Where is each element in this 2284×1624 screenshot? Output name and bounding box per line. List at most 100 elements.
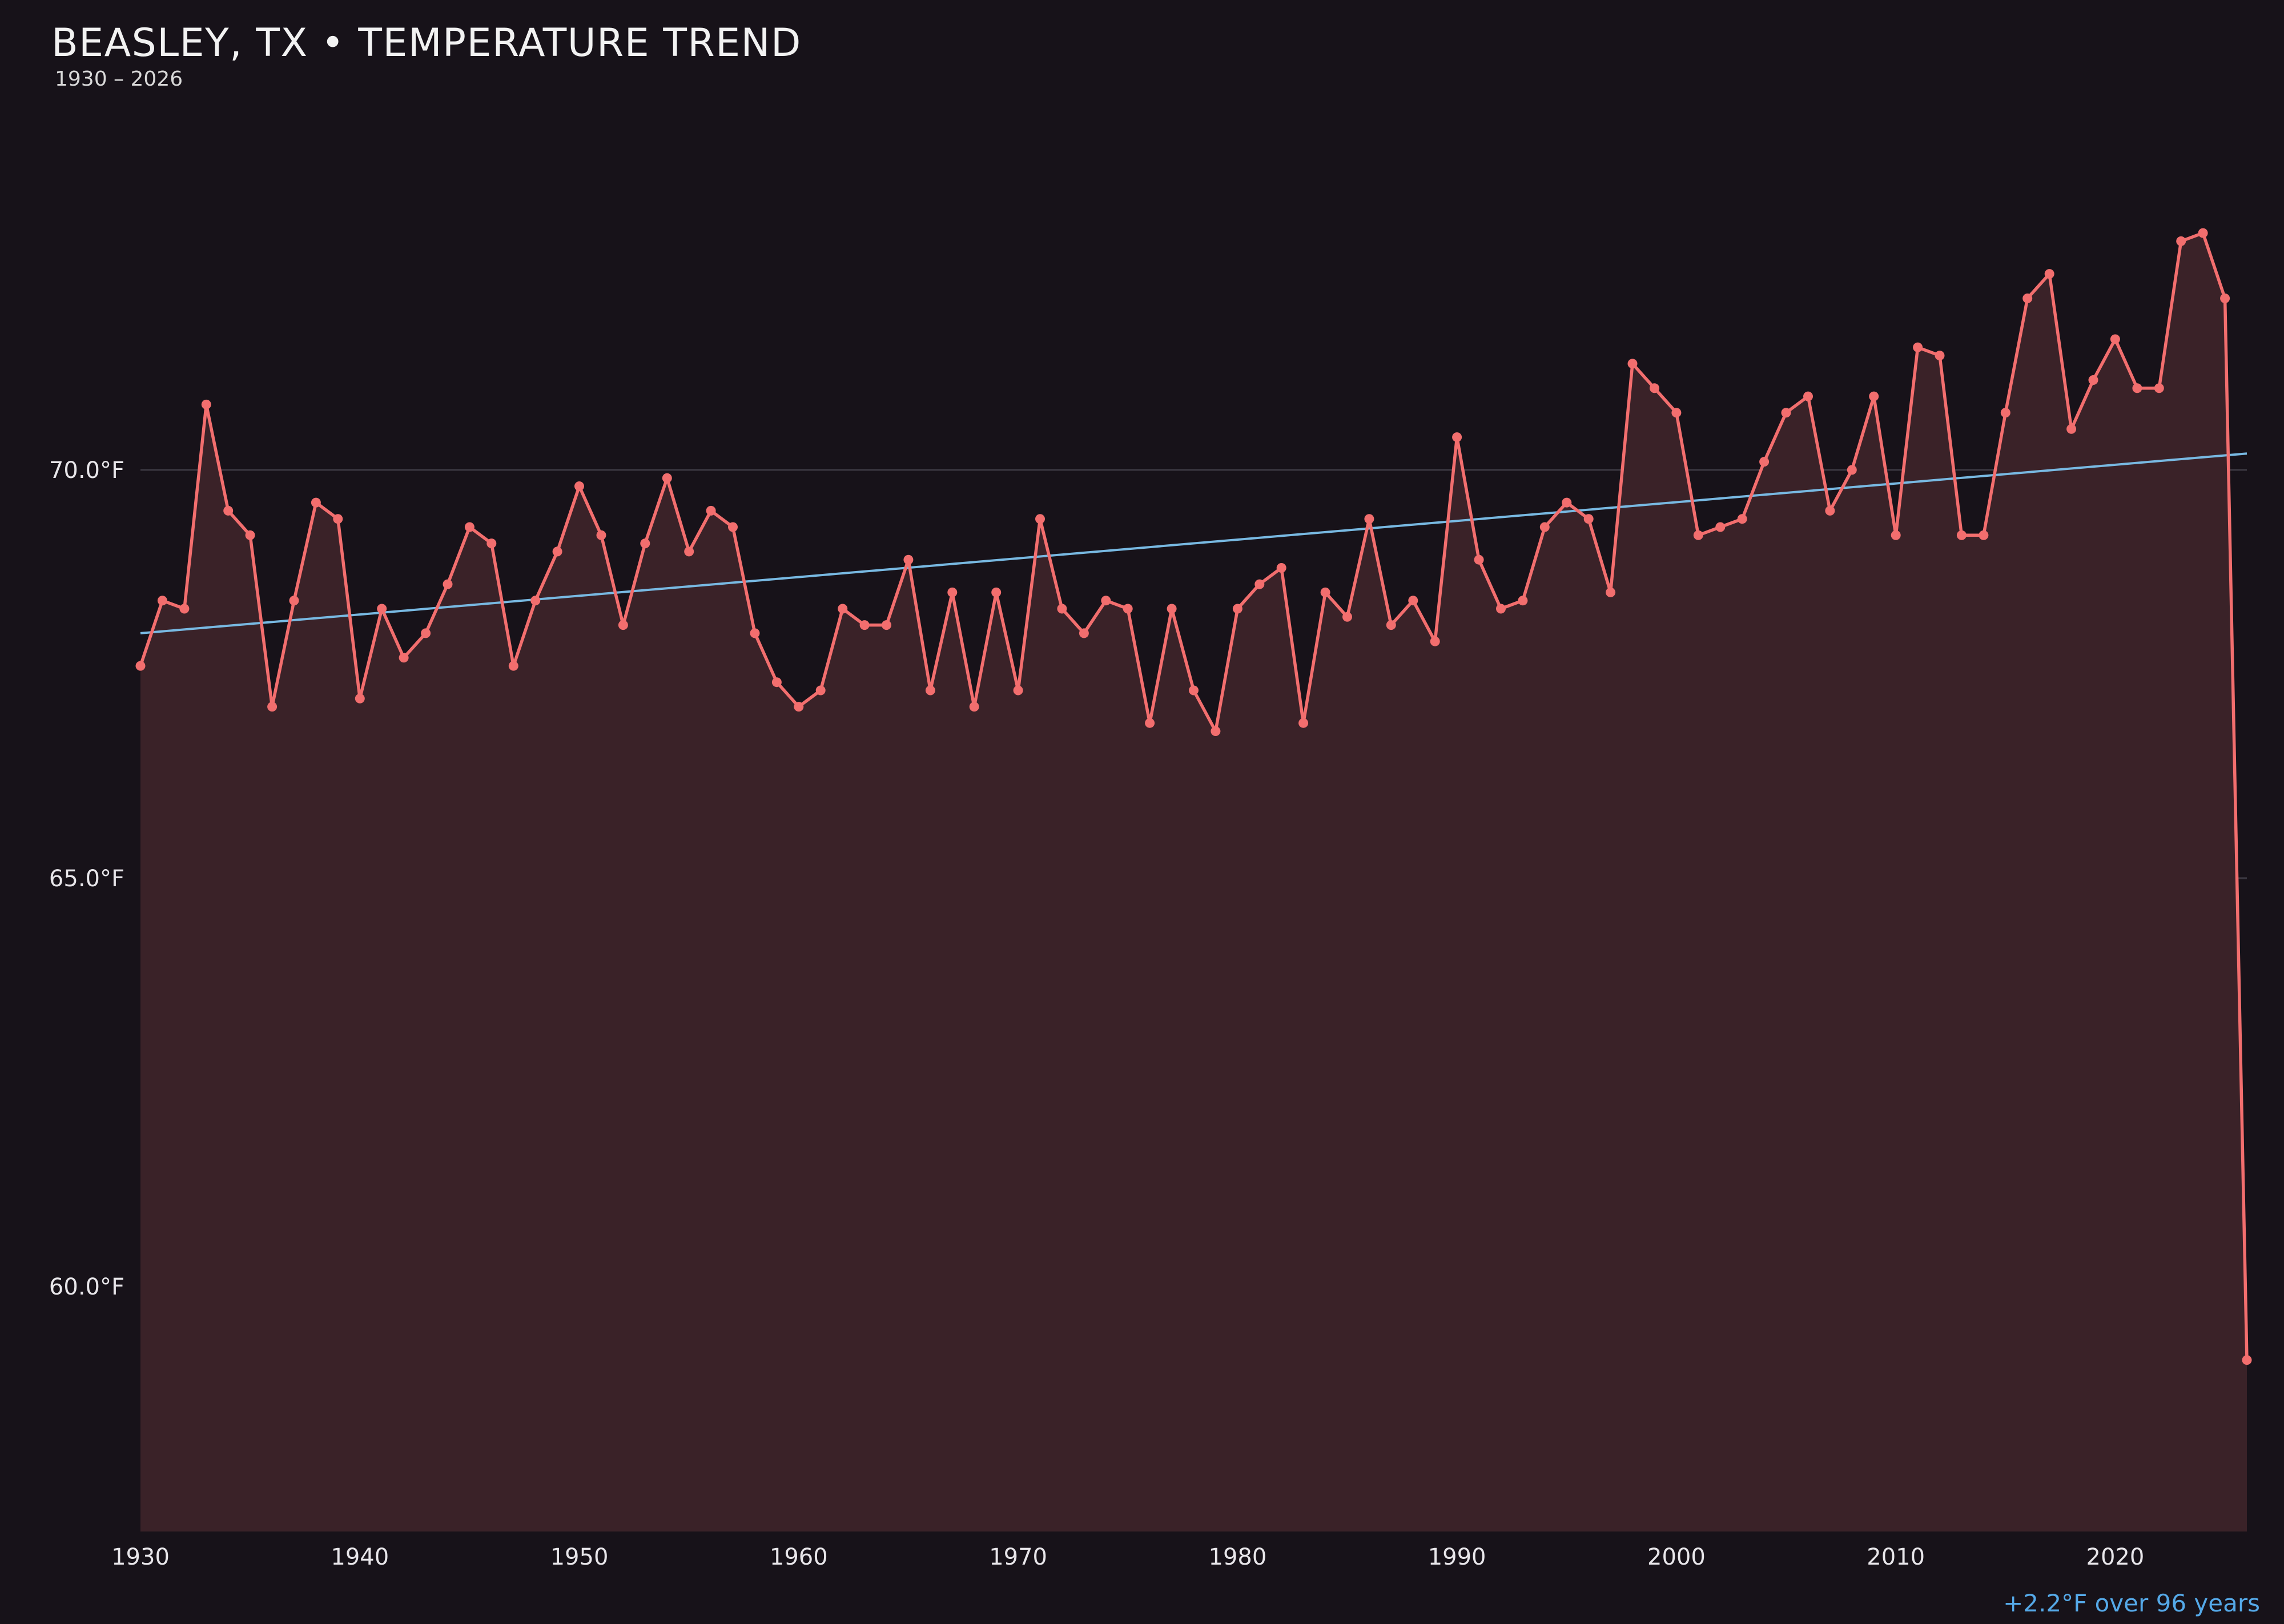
data-point-2002 bbox=[1715, 522, 1726, 532]
trend-summary-annotation: +2.2°F over 96 years bbox=[2003, 1589, 2260, 1617]
data-point-1932 bbox=[179, 604, 190, 614]
data-point-1967 bbox=[947, 587, 958, 597]
data-point-1943 bbox=[421, 628, 431, 638]
data-point-1966 bbox=[925, 685, 935, 696]
x-tick-label-2010: 2010 bbox=[1867, 1544, 1925, 1570]
x-tick-label-1950: 1950 bbox=[550, 1544, 609, 1570]
data-point-1989 bbox=[1430, 636, 1440, 646]
data-point-1980 bbox=[1232, 604, 1242, 614]
data-point-1953 bbox=[640, 538, 650, 549]
data-point-1964 bbox=[882, 620, 891, 630]
data-point-2001 bbox=[1693, 530, 1703, 540]
x-tick-label-2000: 2000 bbox=[1647, 1544, 1706, 1570]
chart-subtitle: 1930 – 2026 bbox=[55, 67, 183, 91]
data-point-1992 bbox=[1496, 604, 1506, 614]
data-point-1970 bbox=[1013, 685, 1023, 696]
chart-title: BEASLEY, TX • TEMPERATURE TREND bbox=[51, 21, 802, 66]
data-point-2009 bbox=[1869, 391, 1879, 401]
data-point-2008 bbox=[1847, 465, 1857, 475]
data-point-2026 bbox=[2242, 1355, 2252, 1365]
data-point-2022 bbox=[2154, 383, 2164, 393]
x-tick-label-1940: 1940 bbox=[331, 1544, 389, 1570]
data-point-1952 bbox=[618, 620, 628, 630]
data-point-2018 bbox=[2066, 424, 2077, 434]
x-tick-label-1990: 1990 bbox=[1428, 1544, 1486, 1570]
data-point-1982 bbox=[1276, 563, 1286, 573]
data-point-1990 bbox=[1452, 432, 1462, 443]
y-tick-label-65: 65.0°F bbox=[49, 866, 124, 892]
data-point-1962 bbox=[838, 604, 848, 614]
data-point-2021 bbox=[2132, 383, 2142, 393]
data-point-2015 bbox=[2000, 408, 2010, 418]
data-point-1985 bbox=[1342, 612, 1352, 622]
data-point-1983 bbox=[1298, 718, 1309, 728]
data-point-1977 bbox=[1167, 604, 1177, 614]
data-point-2014 bbox=[1979, 530, 1989, 540]
data-point-1955 bbox=[684, 546, 694, 557]
x-tick-label-2020: 2020 bbox=[2086, 1544, 2145, 1570]
data-point-1994 bbox=[1539, 522, 1550, 532]
data-point-1930 bbox=[135, 661, 146, 671]
data-point-2016 bbox=[2022, 294, 2033, 303]
data-point-2004 bbox=[1759, 457, 1770, 467]
data-point-1950 bbox=[574, 481, 584, 491]
data-point-1979 bbox=[1211, 726, 1221, 736]
data-point-1948 bbox=[530, 596, 541, 606]
data-point-1978 bbox=[1189, 685, 1199, 696]
data-point-1941 bbox=[377, 604, 387, 614]
data-point-1972 bbox=[1057, 604, 1067, 614]
data-point-1984 bbox=[1320, 587, 1330, 597]
data-point-2025 bbox=[2220, 294, 2230, 303]
data-point-1947 bbox=[508, 661, 518, 671]
data-point-1987 bbox=[1386, 620, 1396, 630]
data-point-1937 bbox=[289, 596, 299, 606]
data-point-1946 bbox=[486, 538, 497, 549]
y-tick-label-60: 60.0°F bbox=[49, 1274, 124, 1300]
data-point-1956 bbox=[706, 505, 716, 516]
data-point-1960 bbox=[794, 702, 804, 712]
data-point-1933 bbox=[201, 399, 211, 409]
data-point-1939 bbox=[333, 514, 343, 524]
data-point-2019 bbox=[2088, 375, 2098, 385]
data-point-1969 bbox=[991, 587, 1002, 597]
data-point-1991 bbox=[1474, 554, 1484, 565]
data-point-1996 bbox=[1583, 514, 1594, 524]
data-point-1986 bbox=[1364, 514, 1374, 524]
data-point-1940 bbox=[355, 693, 365, 704]
data-point-1944 bbox=[443, 579, 453, 589]
data-point-2020 bbox=[2110, 334, 2120, 344]
data-point-1931 bbox=[157, 596, 167, 606]
data-point-1965 bbox=[903, 554, 914, 565]
data-point-1981 bbox=[1254, 579, 1265, 589]
data-point-2003 bbox=[1737, 514, 1747, 524]
data-point-1936 bbox=[267, 702, 278, 712]
data-point-2023 bbox=[2176, 236, 2186, 246]
data-point-2007 bbox=[1825, 505, 1835, 516]
data-point-2013 bbox=[1956, 530, 1967, 540]
data-point-2017 bbox=[2044, 269, 2054, 279]
x-tick-label-1930: 1930 bbox=[111, 1544, 170, 1570]
data-point-2012 bbox=[1935, 351, 1945, 361]
data-point-1954 bbox=[662, 473, 672, 483]
data-point-1997 bbox=[1606, 587, 1616, 597]
data-point-1971 bbox=[1035, 514, 1045, 524]
data-point-1957 bbox=[728, 522, 738, 532]
data-point-1963 bbox=[859, 620, 870, 630]
data-point-1934 bbox=[223, 505, 234, 516]
data-point-1998 bbox=[1627, 359, 1638, 369]
data-point-2011 bbox=[1913, 342, 1923, 352]
data-point-1973 bbox=[1079, 628, 1089, 638]
trend-line bbox=[140, 452, 2247, 634]
data-point-2005 bbox=[1781, 408, 1791, 418]
temperature-area bbox=[140, 233, 2247, 1531]
data-point-1959 bbox=[771, 677, 782, 688]
data-point-2010 bbox=[1891, 530, 1901, 540]
data-point-1988 bbox=[1408, 596, 1418, 606]
data-point-1935 bbox=[245, 530, 255, 540]
data-point-1995 bbox=[1562, 497, 1572, 508]
data-point-1968 bbox=[969, 702, 979, 712]
data-point-1976 bbox=[1145, 718, 1155, 728]
data-point-1975 bbox=[1123, 604, 1133, 614]
